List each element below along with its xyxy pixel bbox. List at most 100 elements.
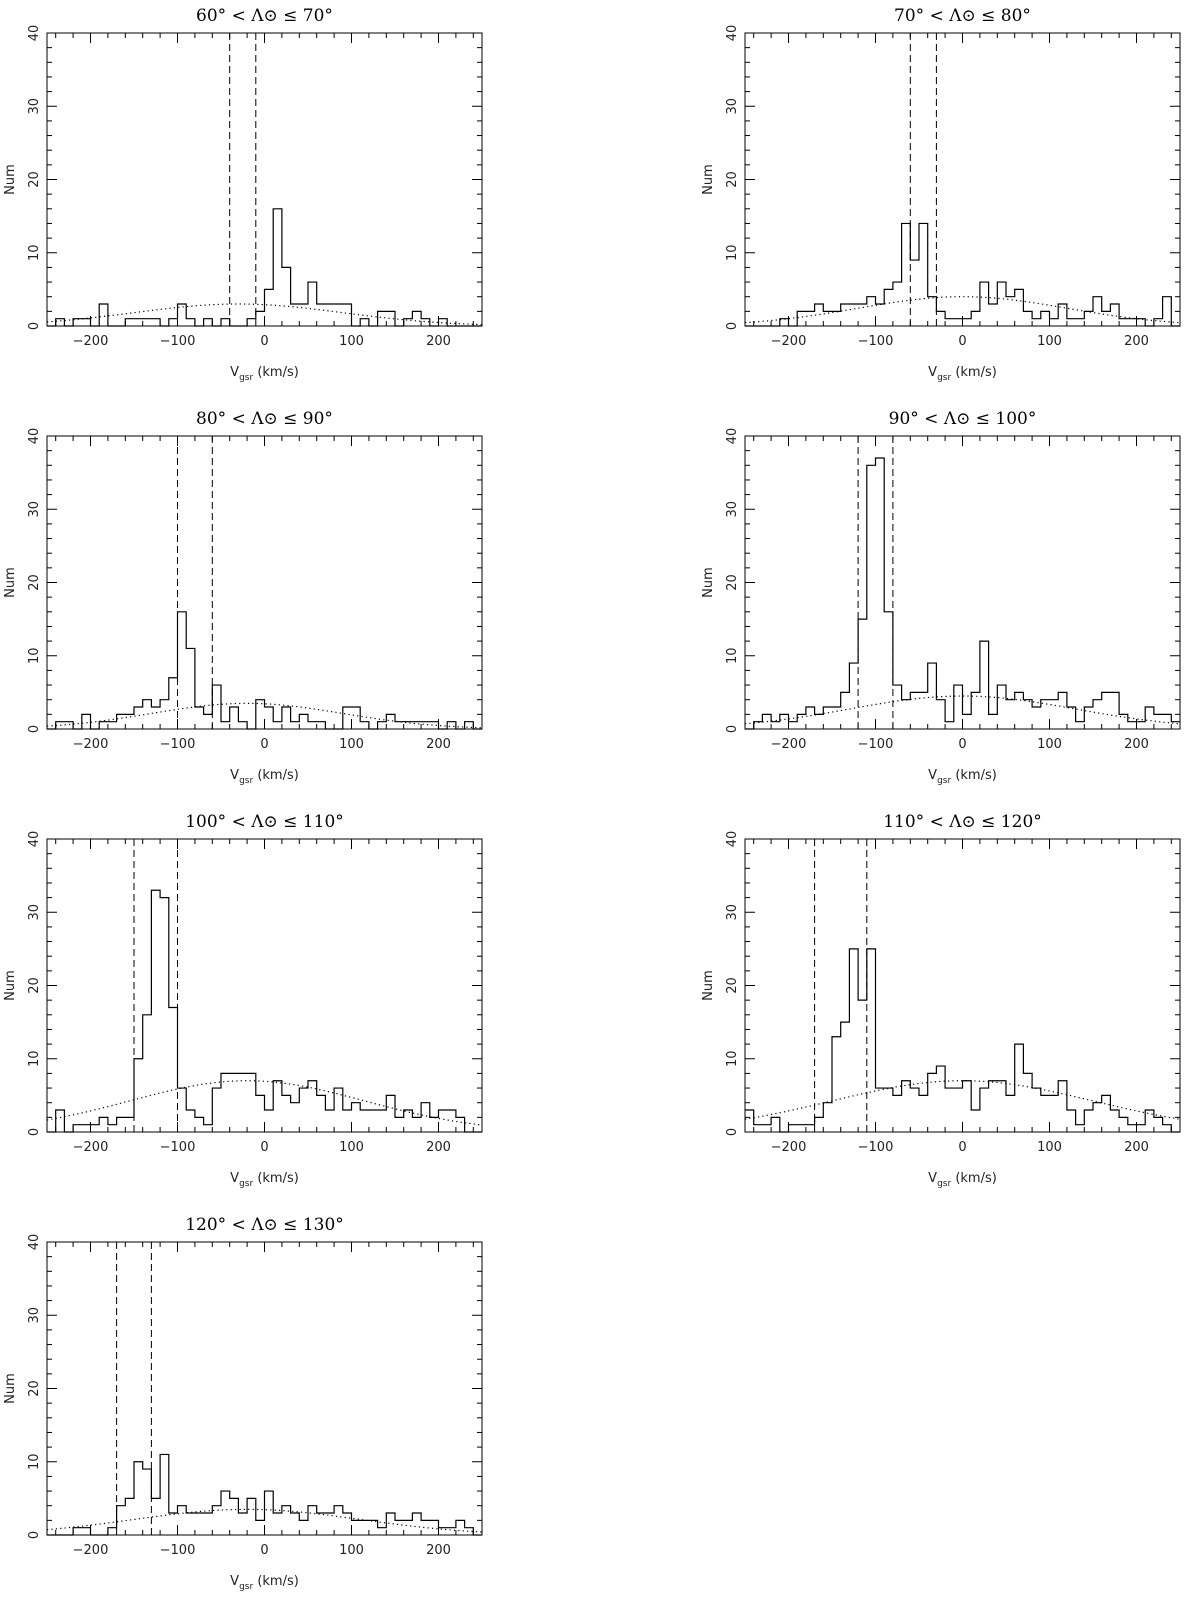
histogram-bin [378, 1110, 387, 1132]
histogram-bin [404, 1110, 413, 1132]
x-tick-label: −100 [858, 737, 894, 752]
histogram-bin [169, 1007, 178, 1132]
histogram-bin [421, 1103, 430, 1132]
histogram-bin [1076, 319, 1085, 326]
histogram-bin [343, 1513, 352, 1535]
histogram-bin [230, 707, 239, 729]
y-tick-label: 40 [725, 831, 740, 848]
histogram-bin [256, 1520, 265, 1535]
histogram-bin [352, 1103, 361, 1132]
histogram-bin [789, 722, 798, 729]
histogram-bin [771, 722, 780, 729]
histogram-bin [439, 1110, 448, 1132]
histogram-bin [1084, 311, 1093, 326]
histogram-bin [134, 707, 143, 729]
histogram-bin [1023, 311, 1032, 326]
histogram-bin [334, 304, 343, 326]
histogram-bin [178, 1088, 187, 1132]
histogram-bin [386, 714, 395, 729]
x-axis-label: Vgsr (km/s) [230, 365, 299, 383]
histogram-bin [299, 714, 308, 729]
histogram-bin [1041, 1095, 1050, 1132]
y-tick-label: 20 [725, 574, 740, 591]
histogram-bin [291, 304, 300, 326]
histogram-bin [447, 1528, 456, 1535]
y-tick-label: 10 [27, 1050, 42, 1067]
histogram-bin [204, 1125, 213, 1132]
histogram-bin [282, 267, 291, 326]
histogram-bin [117, 714, 126, 729]
y-tick-label: 0 [27, 1531, 42, 1539]
x-tick-label: 100 [339, 1140, 364, 1155]
y-tick-label: 20 [27, 574, 42, 591]
y-tick-label: 40 [725, 428, 740, 445]
histogram-bin [1093, 700, 1102, 729]
x-axis-label-sub: gsr [239, 1179, 253, 1189]
histogram-bin [1137, 722, 1146, 729]
x-axis-label-sub: gsr [937, 1179, 951, 1189]
y-tick-label: 10 [725, 244, 740, 261]
histogram-bin [1032, 707, 1041, 729]
panel-title: 110° < Λ⊙ ≤ 120° [883, 812, 1042, 832]
histogram-bin [919, 692, 928, 729]
y-tick-label: 40 [27, 428, 42, 445]
histogram-bin [841, 304, 850, 326]
x-axis-label-sub: gsr [239, 776, 253, 786]
x-tick-label: −200 [73, 1543, 109, 1558]
plot-frame [46, 838, 483, 1133]
histogram-bin [945, 1088, 954, 1132]
histogram-bin [902, 223, 911, 326]
histogram-bin [884, 612, 893, 729]
histogram-bin [954, 685, 963, 729]
histogram-bin [876, 304, 885, 326]
histogram-bin [1102, 1095, 1111, 1132]
histogram-bin [299, 304, 308, 326]
histogram-bin [997, 282, 1006, 326]
histogram-bin [963, 1081, 972, 1132]
histogram-bin [82, 714, 91, 729]
histogram-bin [806, 707, 815, 729]
histogram-bin [125, 1117, 134, 1132]
histogram-bin [1128, 319, 1137, 326]
histogram-bin [823, 1103, 832, 1132]
y-tick-label: 30 [27, 904, 42, 921]
y-axis-label: Num [701, 164, 716, 195]
histogram-panel-1: 60° < Λ⊙ ≤ 70° −200 −100 0 100 200 0 10 20 30 40 Nu… [3, 6, 483, 383]
y-axis-label: Num [3, 164, 18, 195]
histogram-bin [919, 1095, 928, 1132]
histogram-bin [1032, 319, 1041, 326]
histogram-bin [867, 465, 876, 729]
histogram-bin [902, 700, 911, 729]
histogram-bin [99, 304, 108, 326]
y-tick-label: 20 [27, 171, 42, 188]
x-axis-label-main: V [928, 768, 937, 783]
histogram-bin [1154, 1117, 1163, 1132]
histogram-bin [430, 1520, 439, 1535]
x-tick-label: 0 [260, 1140, 268, 1155]
histogram-bin [910, 260, 919, 326]
y-axis-label: Num [3, 1373, 18, 1404]
x-tick-label: 200 [426, 1543, 451, 1558]
panel-title: 120° < Λ⊙ ≤ 130° [185, 1215, 344, 1235]
histogram-bin [108, 1528, 117, 1535]
histogram-bin [82, 319, 91, 326]
histogram-bin [902, 1081, 911, 1132]
histogram-bin [980, 282, 989, 326]
histogram-panel-6: 110° < Λ⊙ ≤ 120° −200 −100 0 100 200 0 10 20 30 40… [701, 812, 1181, 1189]
histogram-bin [1067, 707, 1076, 729]
histogram-bin [360, 319, 369, 326]
histogram-bin [195, 707, 204, 729]
histogram-bin [945, 319, 954, 326]
histogram-bin [447, 1110, 456, 1132]
x-tick-label: −200 [73, 1140, 109, 1155]
histogram-bin [858, 304, 867, 326]
histogram-bin [99, 722, 108, 729]
x-axis-label-main: V [230, 1171, 239, 1186]
histogram-bin [412, 722, 421, 729]
y-tick-label: 30 [27, 98, 42, 115]
histogram-bin [1006, 1095, 1015, 1132]
histogram-bin [282, 1506, 291, 1535]
histogram-bin [378, 311, 387, 326]
histogram-bin [56, 319, 65, 326]
histogram-bin [265, 289, 274, 326]
